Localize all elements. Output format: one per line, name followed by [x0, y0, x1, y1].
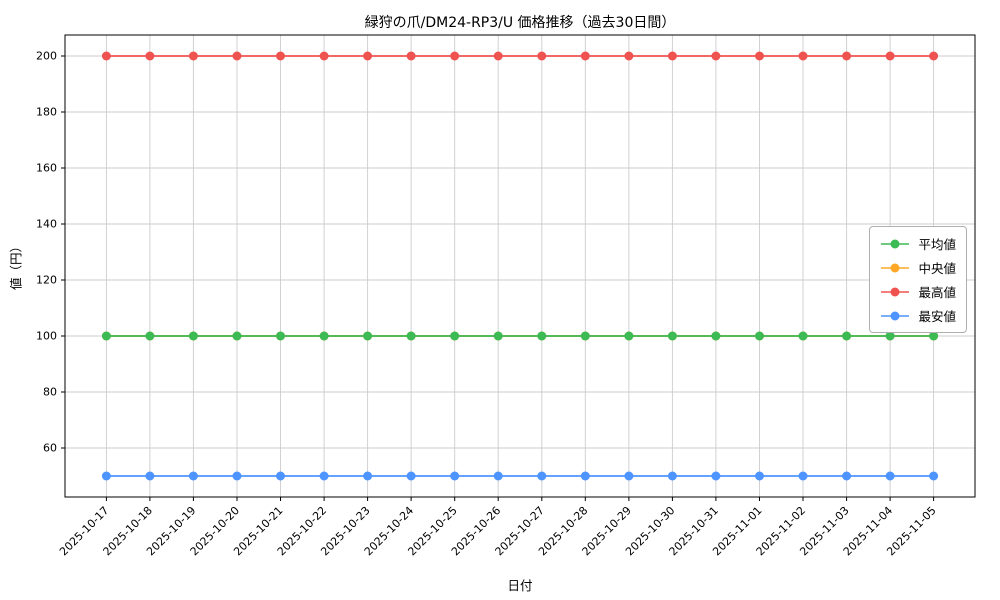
svg-text:120: 120	[36, 274, 57, 287]
legend-label-min: 最安値	[918, 309, 956, 324]
legend-item-average: 平均値	[879, 234, 956, 253]
svg-text:180: 180	[36, 106, 57, 119]
svg-text:160: 160	[36, 162, 57, 175]
legend-item-max: 最高値	[879, 282, 956, 301]
legend-label-max: 最高値	[918, 285, 956, 300]
legend-label-average: 平均値	[918, 237, 956, 252]
svg-text:100: 100	[36, 330, 57, 343]
legend-label-median: 中央値	[918, 261, 956, 276]
svg-text:140: 140	[36, 218, 57, 231]
legend-line-marker-icon	[881, 311, 910, 320]
x-axis-label: 日付	[507, 578, 533, 593]
legend-line-marker-icon	[881, 239, 910, 248]
legend-item-min: 最安値	[879, 306, 956, 325]
legend-item-median: 中央値	[879, 258, 956, 277]
chart-title: 緑狩の爪/DM24-RP3/U 価格推移（過去30日間）	[364, 15, 676, 31]
legend: 平均値 中央値 最高値 最安値	[869, 226, 967, 333]
legend-line-marker-icon	[881, 263, 910, 272]
svg-text:60: 60	[43, 442, 57, 455]
svg-text:200: 200	[36, 50, 57, 63]
legend-line-marker-icon	[881, 287, 910, 296]
svg-text:80: 80	[43, 386, 57, 399]
